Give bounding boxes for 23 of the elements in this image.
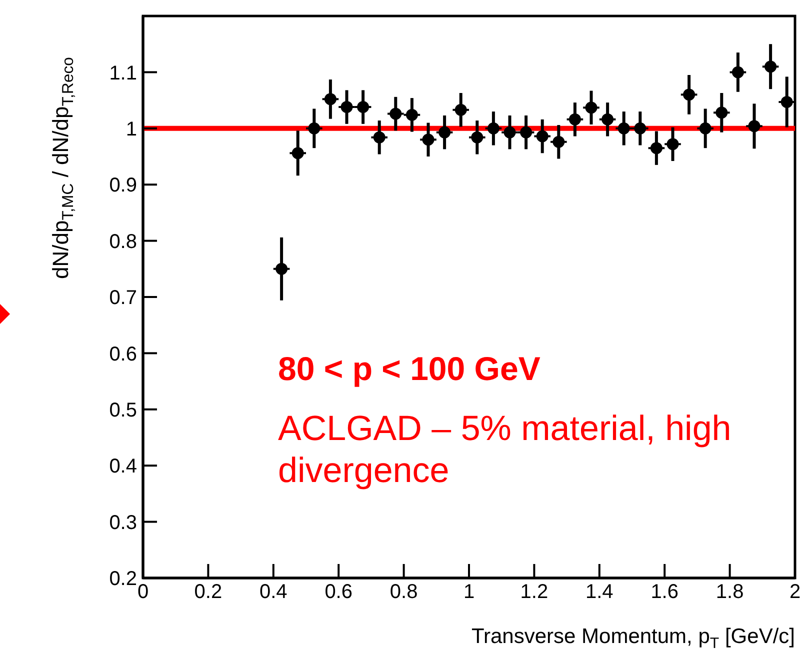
y-tick-label: 0.4 [109, 456, 137, 478]
x-tick-label: 1.4 [585, 581, 614, 604]
x-tick-label: 2 [789, 581, 801, 604]
x-tick-label: 0.2 [194, 581, 222, 604]
x-tick-label: 1.8 [716, 581, 744, 604]
x-tick-label: 0.6 [324, 581, 353, 604]
x-axis-title: Transverse Momentum, p$_{T}$ [GeV/c] [471, 625, 795, 652]
x-tick-label: 1 [463, 581, 475, 604]
x-tick-label: 0.8 [390, 581, 418, 604]
y-tick-label: 0.9 [109, 174, 137, 197]
y-tick-label: 0.7 [109, 287, 137, 310]
y-tick-label: 1 [126, 118, 137, 140]
y-tick-label: 1.1 [109, 62, 137, 84]
annotation: ACLGAD – 5% material, high divergence [278, 408, 732, 492]
x-tick-label: 1.2 [520, 581, 548, 604]
y-tick-label: 0.3 [109, 512, 137, 534]
y-tick-label: 0.8 [109, 230, 137, 253]
x-tick-label: 0.4 [259, 581, 288, 604]
y-tick-label: 0.5 [109, 400, 137, 422]
x-tick-label: 1.6 [650, 581, 679, 604]
annotation: 80 < p < 100 GeV [278, 349, 542, 389]
y-tick-label: 0.6 [109, 343, 137, 366]
x-tick-label: 0 [137, 581, 149, 604]
